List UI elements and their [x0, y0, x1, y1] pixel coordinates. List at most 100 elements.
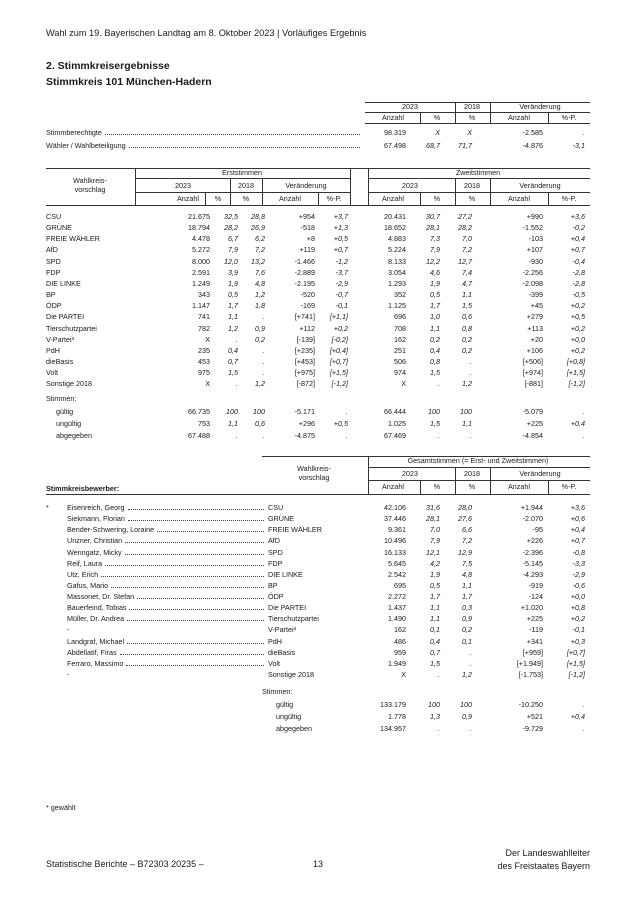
cell: -2,9 — [572, 569, 585, 579]
cell: X — [435, 128, 440, 137]
column-header: % — [468, 194, 476, 203]
cell: 20.431 — [384, 212, 406, 221]
cell: 5.224 — [388, 245, 406, 255]
cell: 0,8 — [430, 356, 440, 366]
cell: 1.025 — [388, 419, 406, 428]
cell: 975 — [198, 368, 210, 378]
party: DIE LINKE — [46, 278, 81, 288]
cell: 3.054 — [388, 267, 406, 277]
cell: 0,1 — [430, 625, 440, 635]
column-header: Anzahl — [508, 194, 530, 203]
cell: 18.652 — [384, 223, 406, 233]
candidate-row: Wenngatz, Micky — [67, 548, 266, 558]
cell: +990 — [526, 212, 543, 221]
cell: 4,2 — [430, 558, 440, 568]
cell: +0,7 — [570, 245, 585, 255]
cell: [+1,5] — [329, 368, 348, 378]
cell: 1,7 — [430, 301, 440, 311]
cell: [-1,2] — [568, 379, 585, 389]
dot-leader — [101, 575, 264, 577]
column-header: Anzahl — [508, 113, 530, 122]
cell: 0,5 — [228, 290, 238, 300]
cell: 959 — [394, 647, 406, 657]
cell: [+1,5] — [566, 658, 585, 668]
cell: -124 — [528, 592, 543, 602]
cell: -2.098 — [522, 278, 543, 288]
cell: -4.293 — [522, 569, 543, 579]
cell: +0,0 — [570, 592, 585, 602]
dot-leader — [111, 586, 264, 588]
row-label: abgegeben — [276, 724, 312, 733]
rule — [548, 112, 549, 123]
cell: 8.133 — [388, 256, 406, 266]
cell: 100 — [226, 407, 238, 416]
cell: [+1,5] — [566, 368, 585, 378]
column-group-header: Veränderung — [519, 181, 561, 190]
cell: [+1.949] — [516, 658, 543, 668]
party: FREIE WÄHLER — [268, 525, 322, 535]
cell: . — [583, 407, 585, 416]
row-label-row: Wähler / Wahlbeteiligung — [46, 141, 362, 151]
party: Sonstige 2018 — [268, 669, 314, 679]
row-label: gültig — [276, 700, 294, 709]
cell: 0,5 — [430, 290, 440, 300]
cell: -2,9 — [335, 278, 348, 288]
cell: 100 — [460, 700, 472, 709]
cell: X — [467, 128, 472, 137]
cell: -95 — [532, 525, 543, 535]
cell: 68,7 — [426, 141, 440, 150]
dot-leader — [126, 664, 264, 666]
cell: 0,6 — [462, 312, 472, 322]
cell: 8.000 — [192, 256, 210, 266]
cell: . — [236, 379, 238, 389]
cell: 0,6 — [255, 419, 265, 428]
party: AfD — [268, 536, 280, 546]
party: FDP — [46, 267, 61, 277]
candidate-row: Reif, Laura — [67, 559, 266, 569]
cell: 1.490 — [388, 614, 406, 624]
cell: 1,9 — [228, 278, 238, 288]
cell: 31,6 — [426, 503, 440, 512]
cell: 27,6 — [458, 514, 472, 524]
cell: 162 — [394, 334, 406, 344]
column-group-header: Veränderung — [285, 181, 327, 190]
cell: -4.876 — [522, 141, 543, 150]
dot-leader — [124, 553, 264, 555]
cell: 9.361 — [388, 525, 406, 535]
row-header: Wahlkreis- — [73, 176, 107, 185]
footnote: * gewählt — [46, 803, 76, 812]
cell: 1,8 — [255, 301, 265, 311]
cell: . — [438, 669, 440, 679]
cell: [+0,4] — [329, 345, 348, 355]
column-group-header: 2023 — [402, 102, 418, 111]
cell: . — [438, 431, 440, 440]
cell: -0,8 — [572, 547, 585, 557]
party: Volt — [268, 658, 280, 668]
row-header: vorschlag — [298, 473, 330, 482]
cell: 0,2 — [255, 334, 265, 344]
dot-leader — [127, 642, 264, 644]
cell: 1,7 — [462, 592, 472, 602]
votes-label: Stimmen: — [262, 687, 293, 696]
candidate-row: Bauerfeind, Tobias — [67, 603, 266, 613]
cell: -3,3 — [572, 558, 585, 568]
cell: -2.195 — [294, 278, 315, 288]
party: Tierschutzpartei — [268, 614, 319, 624]
cell: +0,4 — [570, 712, 585, 721]
rule — [368, 168, 369, 205]
cell: 27,2 — [458, 212, 472, 221]
cell: 4.883 — [388, 234, 406, 244]
cell: 162 — [394, 625, 406, 635]
cell: -119 — [529, 625, 543, 635]
party: ÖDP — [268, 592, 284, 602]
cell: 28,1 — [426, 223, 440, 233]
cell: . — [236, 334, 238, 344]
cell: 12,9 — [458, 547, 472, 557]
cell: 974 — [394, 368, 406, 378]
cell: X — [401, 669, 406, 679]
candidate: Bender-Schwering, Loraine — [67, 525, 155, 535]
cell: [+1,1] — [329, 312, 348, 322]
cell: -919 — [528, 580, 543, 590]
cell: 7,9 — [430, 536, 440, 546]
rule — [135, 168, 136, 205]
